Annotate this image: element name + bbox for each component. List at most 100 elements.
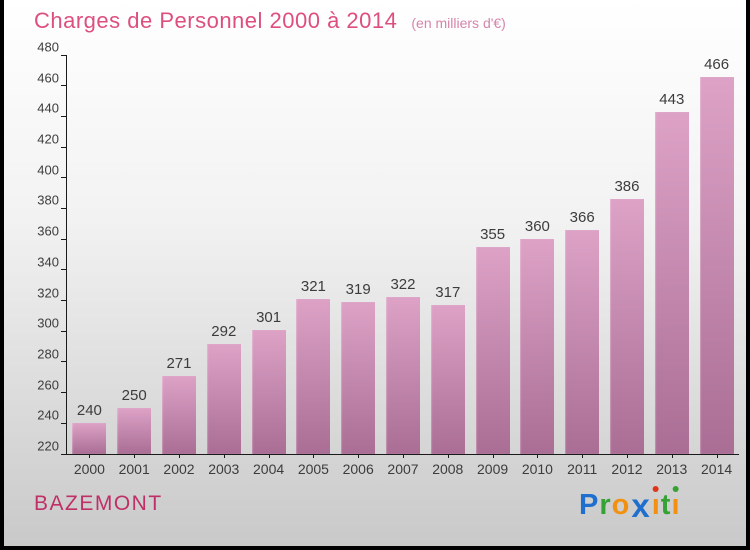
bar-value-label: 443 (659, 90, 685, 108)
y-axis-tick (61, 422, 67, 424)
x-axis-label: 2010 (521, 461, 553, 477)
bar-slot: 366 2011 (560, 55, 605, 477)
y-axis-label: 280 (37, 346, 59, 362)
bar-value-label: 319 (345, 281, 371, 299)
x-axis-tick (313, 454, 315, 458)
x-axis-tick (268, 454, 270, 458)
x-axis-label: 2000 (73, 461, 105, 477)
bar-slot: 319 2006 (336, 55, 381, 477)
bar-2000 (72, 423, 107, 454)
bar-2009 (475, 246, 510, 454)
x-axis-label: 2012 (611, 461, 643, 477)
y-axis-tick (61, 177, 67, 179)
bar-value-label: 321 (300, 278, 326, 296)
logo-letter: o (611, 489, 631, 521)
x-axis-label: 2006 (342, 461, 374, 477)
bar-slot: 301 2004 (246, 55, 291, 477)
bar-value-label: 322 (390, 276, 416, 294)
bar-slot: 322 2007 (381, 55, 426, 477)
bar-chart-plot-area: 220 240 260 280 300 320 340 360 380 400 420 440 460 4… (37, 40, 739, 477)
y-axis-label: 340 (37, 254, 59, 270)
x-axis-tick (134, 454, 136, 458)
bar-value-label: 250 (121, 386, 147, 404)
x-axis-label: 2004 (253, 461, 285, 477)
x-axis-tick (492, 454, 494, 458)
logo-letter: ı (671, 486, 680, 520)
bar-2011 (565, 229, 600, 454)
y-axis-tick (61, 115, 67, 117)
bar-slot: 317 2008 (425, 55, 470, 477)
x-axis-tick (626, 454, 628, 458)
logo-letter-dot (672, 486, 679, 492)
y-axis-label: 320 (37, 285, 59, 301)
bar-2004 (251, 329, 286, 454)
x-axis-tick (89, 454, 91, 458)
x-axis-label: 2013 (656, 461, 688, 477)
y-axis-tick (61, 85, 67, 87)
y-axis-label: 400 (37, 162, 59, 178)
x-axis-label: 2001 (118, 461, 150, 477)
logo-letter-dot (652, 486, 659, 492)
chart-unit-note: (en milliers d'€) (411, 15, 506, 31)
bar-2014 (699, 76, 734, 454)
bar-slot: 321 2005 (291, 55, 336, 477)
x-axis-tick (223, 454, 225, 458)
bar-slot: 466 2014 (694, 55, 739, 477)
bar-slot: 250 2001 (112, 55, 157, 477)
bar-2007 (385, 297, 420, 454)
x-axis-tick (671, 454, 673, 458)
y-axis-label: 420 (37, 131, 59, 147)
x-axis-label: 2005 (297, 461, 329, 477)
bar-2012 (609, 199, 644, 454)
y-axis-tick (61, 207, 67, 209)
bar-slot: 240 2000 (67, 55, 112, 477)
bar-slot: 360 2010 (515, 55, 560, 477)
x-axis-tick (402, 454, 404, 458)
logo-letter: P (579, 489, 600, 521)
chart-title: Charges de Personnel 2000 à 2014 (34, 8, 398, 33)
x-axis-label: 2011 (567, 461, 598, 477)
bar-2001 (117, 407, 152, 454)
y-axis-tick (61, 54, 67, 56)
logo-letter: r (599, 489, 612, 521)
bar-2002 (161, 375, 196, 454)
bar-value-label: 240 (76, 402, 102, 420)
bar-2005 (296, 299, 331, 454)
y-axis-tick (61, 238, 67, 240)
logo-letter: x (631, 487, 651, 524)
x-axis-tick (716, 454, 718, 458)
y-axis-tick (61, 330, 67, 332)
bar-2013 (654, 111, 689, 454)
bar-slot: 292 2003 (201, 55, 246, 477)
x-axis-label: 2002 (163, 461, 195, 477)
bar-value-label: 271 (166, 354, 192, 372)
bar-value-label: 466 (704, 55, 730, 73)
x-axis-tick (358, 454, 360, 458)
y-axis-tick (61, 146, 67, 148)
bar-2008 (430, 305, 465, 454)
bar-value-label: 317 (435, 284, 461, 302)
bar-2006 (341, 302, 376, 454)
y-axis-label: 380 (37, 192, 59, 208)
x-axis-label: 2009 (477, 461, 509, 477)
bar-slot: 355 2009 (470, 55, 515, 477)
y-axis-tick (61, 361, 67, 363)
y-axis-label: 440 (37, 100, 59, 116)
x-axis-tick (178, 454, 180, 458)
x-axis-tick (537, 454, 539, 458)
bar-value-label: 292 (211, 322, 237, 340)
bar-2010 (520, 239, 555, 454)
x-axis-label: 2007 (387, 461, 419, 477)
location-label: BAZEMONT (34, 492, 163, 515)
bar-slot: 443 2013 (649, 55, 694, 477)
logo-letter: ı (652, 486, 661, 520)
chart-header: Charges de Personnel 2000 à 2014 (en mil… (34, 8, 506, 34)
bar-value-label: 366 (569, 208, 595, 226)
y-axis-label: 240 (37, 407, 59, 423)
x-axis-label: 2014 (701, 461, 733, 477)
y-axis-label: 480 (37, 39, 59, 55)
logo-letter: t (660, 489, 672, 521)
x-axis-tick (447, 454, 449, 458)
